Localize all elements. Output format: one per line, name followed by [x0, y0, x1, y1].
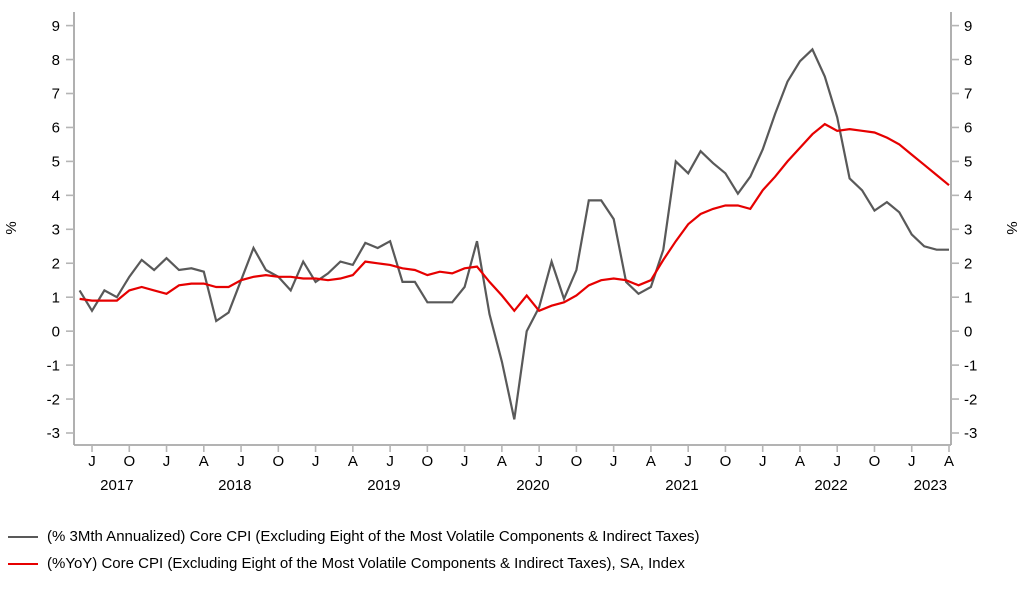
x-tick-label: J [610, 453, 618, 470]
x-tick-label: J [833, 453, 841, 470]
y-tick-label-left: 1 [52, 289, 60, 306]
legend-swatch-3mth-line [8, 535, 38, 538]
y-tick-label-right: 2 [964, 255, 972, 272]
x-tick-label: J [237, 453, 245, 470]
x-year-label: 2021 [665, 477, 698, 494]
y-tick-label-right: 0 [964, 323, 972, 340]
legend-label-yoy: (%YoY) Core CPI (Excluding Eight of the … [47, 555, 685, 572]
x-tick-label: O [123, 453, 135, 470]
x-tick-label: A [199, 453, 209, 470]
x-year-label: 2018 [218, 477, 251, 494]
y-tick-label-right: 6 [964, 120, 972, 137]
x-tick-label: O [422, 453, 434, 470]
y-tick-label-right: 5 [964, 154, 972, 171]
x-tick-label: A [944, 453, 954, 470]
y-tick-label-right: 3 [964, 222, 972, 239]
x-tick-label: A [497, 453, 507, 470]
x-tick-labels: J O J A J O J A J O J A J O J A J O J A J O J A 2017 2018 2019 2020… [88, 445, 954, 494]
y-tick-label-left: -1 [47, 357, 60, 374]
x-tick-label: J [386, 453, 394, 470]
y-tick-labels: -3 -3 -2 -2 -1 -1 0 0 1 1 2 2 3 3 4 4 5 5 6 6 7 7 8 8 9 9 [47, 18, 978, 442]
y-tick-label-left: 8 [52, 52, 60, 69]
chart-svg: -3 -3 -2 -2 -1 -1 0 0 1 1 2 2 3 3 4 4 5 5 6 6 7 7 8 8 9 9% % J O J A J O… [3, 12, 1020, 494]
x-year-label: 2019 [367, 477, 400, 494]
x-tick-label: J [684, 453, 692, 470]
series-line-yoy [79, 122, 950, 313]
y-tick-label-right: 9 [964, 18, 972, 35]
y-tick-label-left: 2 [52, 255, 60, 272]
y-tick-label-right: 7 [964, 86, 972, 103]
x-year-label: 2020 [516, 477, 549, 494]
x-tick-label: A [348, 453, 358, 470]
x-tick-label: J [88, 453, 96, 470]
x-tick-label: J [163, 453, 171, 470]
axes [73, 12, 952, 446]
series-line-3mth-annualized [78, 47, 949, 420]
x-tick-label: J [461, 453, 469, 470]
y-tick-label-left: 4 [52, 188, 60, 205]
x-tick-label: O [720, 453, 732, 470]
y-axis-title-right: % [1003, 221, 1020, 234]
y-tick-label-right: 4 [964, 188, 972, 205]
y-tick-label-left: 0 [52, 323, 60, 340]
y-tick-label-left: 5 [52, 154, 60, 171]
x-year-label: 2023 [914, 477, 947, 494]
y-tick-label-right: 8 [964, 52, 972, 69]
y-tick-label-right: -1 [964, 357, 977, 374]
x-year-label: 2022 [814, 477, 847, 494]
y-axis-title-left: % [3, 221, 20, 234]
legend-item-3mth-annualized: (% 3Mth Annualized) Core CPI (Excluding … [8, 527, 700, 546]
y-tick-label-left: -3 [47, 425, 60, 442]
x-tick-label: J [908, 453, 916, 470]
x-tick-label: A [646, 453, 656, 470]
legend-swatch-yoy-line [8, 562, 38, 565]
y-tick-label-left: 7 [52, 86, 60, 103]
y-tick-label-left: -2 [47, 391, 60, 408]
x-tick-label: O [272, 453, 284, 470]
x-tick-label: A [795, 453, 805, 470]
y-tick-label-right: -3 [964, 425, 977, 442]
x-tick-label: J [535, 453, 543, 470]
y-tick-label-right: -2 [964, 391, 977, 408]
y-tick-label-right: 1 [964, 289, 972, 306]
x-tick-label: O [571, 453, 583, 470]
x-tick-label: O [869, 453, 881, 470]
y-tick-label-left: 3 [52, 222, 60, 239]
x-tick-label: J [759, 453, 767, 470]
legend-item-yoy: (%YoY) Core CPI (Excluding Eight of the … [8, 554, 700, 573]
legend: (% 3Mth Annualized) Core CPI (Excluding … [8, 527, 700, 573]
y-tick-label-left: 6 [52, 120, 60, 137]
x-year-label: 2017 [100, 477, 133, 494]
x-tick-label: J [312, 453, 320, 470]
y-tick-label-left: 9 [52, 18, 60, 35]
legend-label-3mth: (% 3Mth Annualized) Core CPI (Excluding … [47, 528, 700, 545]
